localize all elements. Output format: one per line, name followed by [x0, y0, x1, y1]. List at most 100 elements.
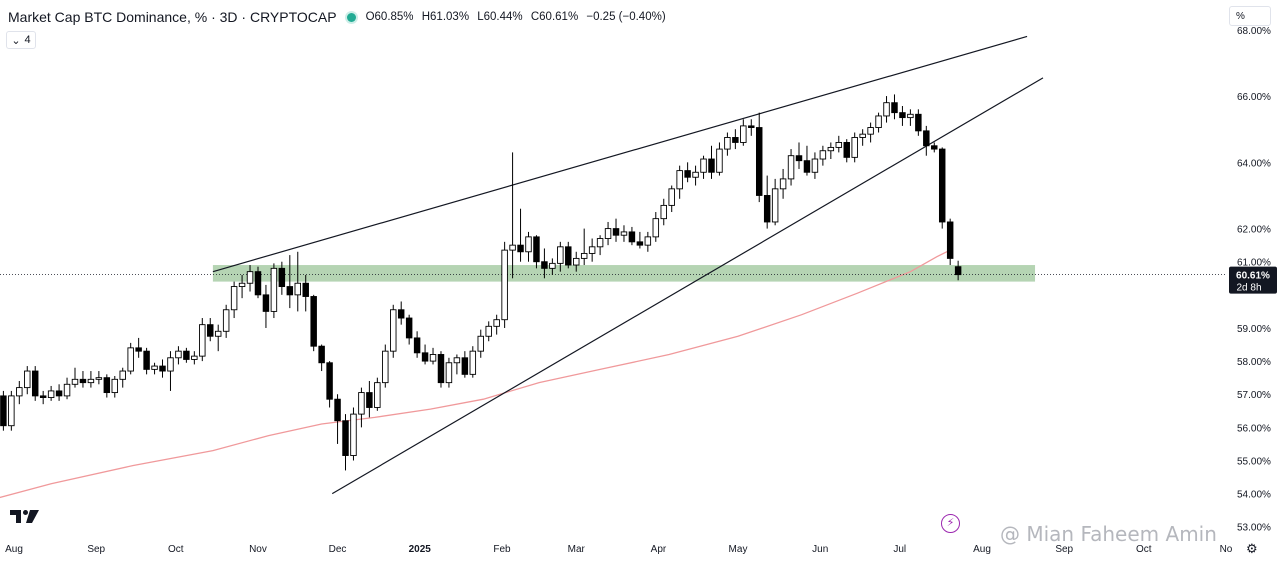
candle[interactable] — [915, 109, 922, 136]
candle[interactable] — [358, 387, 365, 428]
candle[interactable] — [437, 351, 445, 388]
candle[interactable] — [445, 357, 453, 388]
candle[interactable] — [708, 145, 715, 179]
candle[interactable] — [278, 261, 286, 295]
candle[interactable] — [238, 274, 246, 299]
candle[interactable] — [222, 304, 230, 338]
candle[interactable] — [692, 165, 699, 186]
candle[interactable] — [899, 106, 906, 126]
candle[interactable] — [310, 294, 317, 352]
candle[interactable] — [580, 228, 588, 266]
candle[interactable] — [652, 212, 660, 242]
candle[interactable] — [827, 142, 835, 160]
tradingview-logo-icon[interactable] — [10, 508, 40, 529]
candle[interactable] — [111, 376, 119, 398]
candle[interactable] — [0, 390, 7, 431]
candle[interactable] — [660, 198, 667, 226]
candle[interactable] — [931, 142, 938, 153]
candle[interactable] — [811, 152, 819, 179]
candle[interactable] — [724, 132, 731, 156]
candle[interactable] — [31, 366, 39, 401]
candle[interactable] — [938, 147, 946, 229]
candle[interactable] — [246, 265, 254, 292]
candle[interactable] — [533, 235, 540, 269]
candle[interactable] — [644, 231, 652, 252]
candle[interactable] — [24, 366, 31, 395]
candle[interactable] — [557, 241, 564, 272]
candle[interactable] — [254, 266, 262, 299]
candle[interactable] — [835, 135, 843, 153]
candle[interactable] — [421, 344, 429, 365]
candle[interactable] — [517, 208, 524, 262]
candle[interactable] — [8, 390, 15, 431]
candle[interactable] — [135, 337, 142, 358]
candle[interactable] — [851, 132, 858, 163]
candle[interactable] — [63, 377, 71, 400]
candle[interactable] — [525, 231, 532, 262]
candle[interactable] — [565, 241, 572, 269]
candle[interactable] — [103, 374, 111, 398]
gear-icon[interactable]: ⚙ — [1246, 541, 1258, 556]
symbol-title[interactable]: Market Cap BTC Dominance, % · 3D · CRYPT… — [8, 9, 337, 25]
candle[interactable] — [803, 145, 811, 176]
candle[interactable] — [151, 362, 158, 375]
candle[interactable] — [167, 351, 174, 391]
wedge-lower-trendline[interactable] — [331, 77, 1044, 495]
candle[interactable] — [143, 347, 150, 375]
candle[interactable] — [127, 342, 134, 375]
candle[interactable] — [684, 162, 691, 183]
candle[interactable] — [573, 251, 580, 272]
candle[interactable] — [207, 318, 214, 342]
candle[interactable] — [469, 346, 477, 378]
candle[interactable] — [390, 304, 397, 358]
candle[interactable] — [883, 96, 890, 123]
candle[interactable] — [461, 351, 469, 378]
candle[interactable] — [501, 241, 508, 328]
moving-average-line[interactable] — [0, 249, 951, 504]
candle[interactable] — [374, 377, 381, 411]
candle[interactable] — [716, 142, 723, 176]
candle[interactable] — [326, 361, 333, 408]
candle[interactable] — [819, 145, 827, 166]
candle[interactable] — [413, 331, 421, 358]
candle[interactable] — [755, 112, 763, 203]
candle[interactable] — [87, 371, 95, 388]
candle[interactable] — [95, 371, 103, 385]
candle[interactable] — [453, 354, 461, 375]
candle[interactable] — [230, 281, 238, 319]
candle[interactable] — [493, 314, 500, 335]
candle[interactable] — [740, 119, 747, 146]
candle[interactable] — [676, 165, 683, 199]
candle[interactable] — [366, 380, 373, 418]
candle[interactable] — [596, 235, 604, 256]
lightning-icon[interactable]: ⚡ — [941, 514, 960, 533]
candle[interactable] — [541, 248, 548, 279]
candle[interactable] — [477, 329, 484, 358]
indicators-toggle-button[interactable]: ⌄ 4 — [6, 31, 36, 49]
candle[interactable] — [923, 125, 930, 156]
candle[interactable] — [509, 152, 516, 279]
candle[interactable] — [191, 351, 198, 365]
candle[interactable] — [429, 347, 437, 365]
candle[interactable] — [159, 359, 166, 378]
candle[interactable] — [636, 231, 644, 249]
candle[interactable] — [39, 390, 47, 405]
candle[interactable] — [302, 274, 309, 312]
candle[interactable] — [286, 255, 294, 309]
candle[interactable] — [779, 168, 787, 199]
candle[interactable] — [55, 384, 63, 401]
candle[interactable] — [891, 94, 898, 120]
candle[interactable] — [199, 318, 206, 362]
candle[interactable] — [71, 367, 79, 388]
candle[interactable] — [79, 371, 87, 388]
candle[interactable] — [954, 260, 962, 281]
candle[interactable] — [612, 218, 620, 242]
candle[interactable] — [270, 263, 278, 319]
candle[interactable] — [763, 175, 771, 229]
scale-mode-button[interactable]: % — [1229, 6, 1271, 26]
candle[interactable] — [787, 149, 795, 186]
candle[interactable] — [342, 414, 349, 471]
candle[interactable] — [119, 367, 126, 388]
